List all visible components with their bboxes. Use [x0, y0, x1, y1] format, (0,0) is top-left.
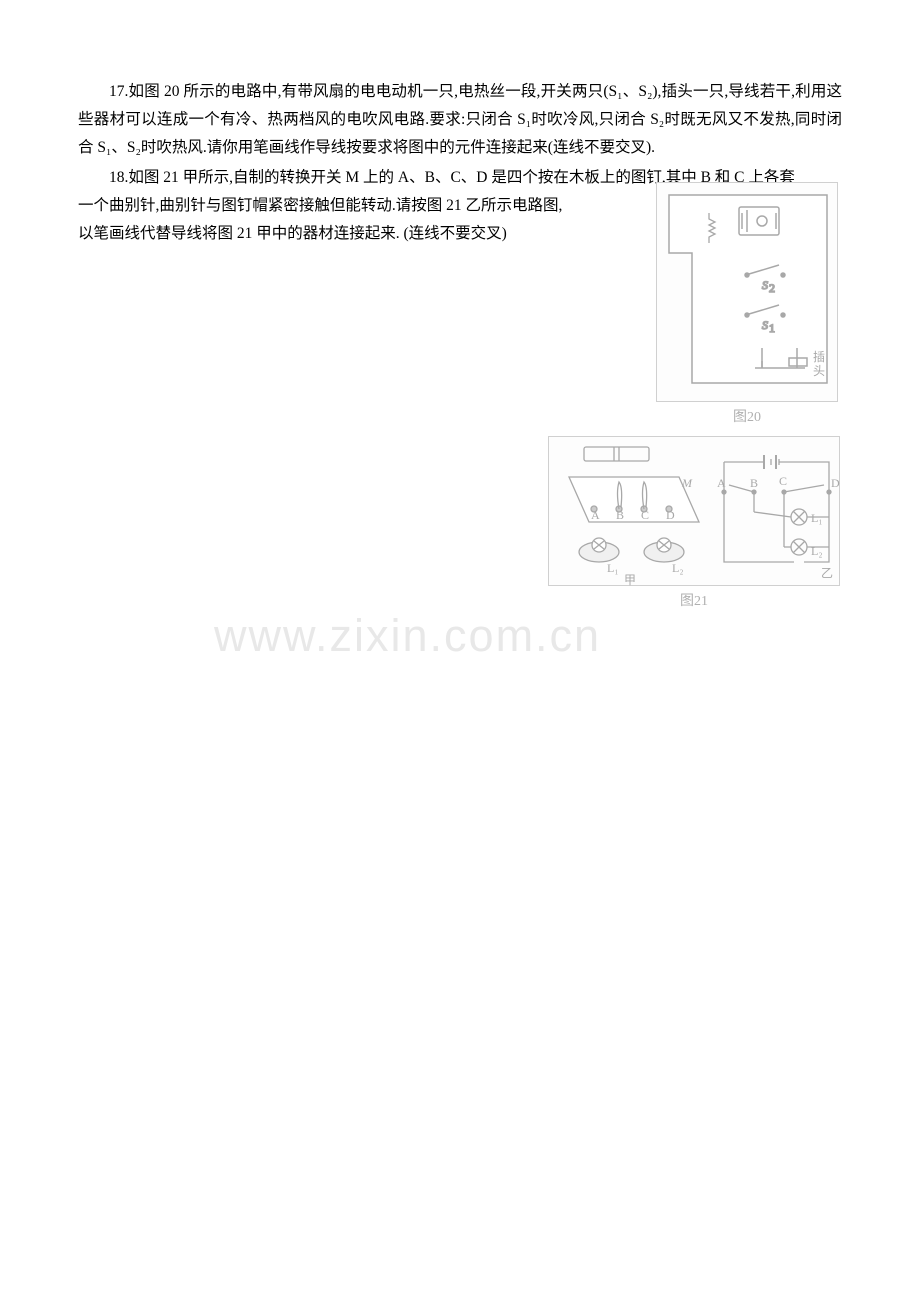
svg-text:2: 2: [769, 281, 775, 295]
fig21r-label-l1: L₁: [811, 511, 823, 525]
fig21r-label-c: C: [779, 474, 787, 488]
fig21-label-c: C: [641, 508, 649, 522]
figure-21-caption: 图21: [548, 590, 840, 610]
fig21r-label-a: A: [717, 476, 726, 490]
fig21-label-b: B: [616, 508, 624, 522]
q18-line3: 以笔画线代替导线将图 21 甲中的器材连接起来. (连线不要交叉): [78, 220, 658, 248]
fig21r-label-d: D: [831, 476, 840, 490]
figure-20-caption: 图20: [656, 406, 838, 426]
fig21-label-a: A: [591, 508, 600, 522]
fig21r-label-l2: L₂: [811, 544, 823, 558]
fig21-label-l2-left: L₂: [672, 561, 684, 575]
svg-text:S: S: [762, 278, 768, 292]
figure-20: S 2 S 1 插 头 图20: [656, 182, 838, 426]
svg-text:S: S: [762, 318, 768, 332]
fig21r-label-b: B: [750, 476, 758, 490]
watermark: www.zixin.com.cn: [214, 610, 601, 662]
fig21-label-l1-left: L₁: [607, 561, 619, 575]
fig21-left-label: 甲: [624, 573, 636, 587]
svg-text:1: 1: [769, 321, 775, 335]
fig21-label-m: M: [681, 476, 693, 490]
fig21-right-label: 乙: [821, 566, 833, 580]
figure-21: A B C D M L₁ L₂ 甲: [548, 436, 840, 610]
q18-line2: 一个曲别针,曲别针与图钉帽紧密接触但能转动.请按图 21 乙所示电路图,: [78, 192, 658, 220]
question-17: 17.如图 20 所示的电路中,有带风扇的电电动机一只,电热丝一段,开关两只(S…: [78, 78, 842, 162]
fig21-label-d: D: [666, 508, 675, 522]
fig20-plug-label-2: 头: [813, 364, 825, 378]
fig20-plug-label-1: 插: [813, 350, 825, 364]
